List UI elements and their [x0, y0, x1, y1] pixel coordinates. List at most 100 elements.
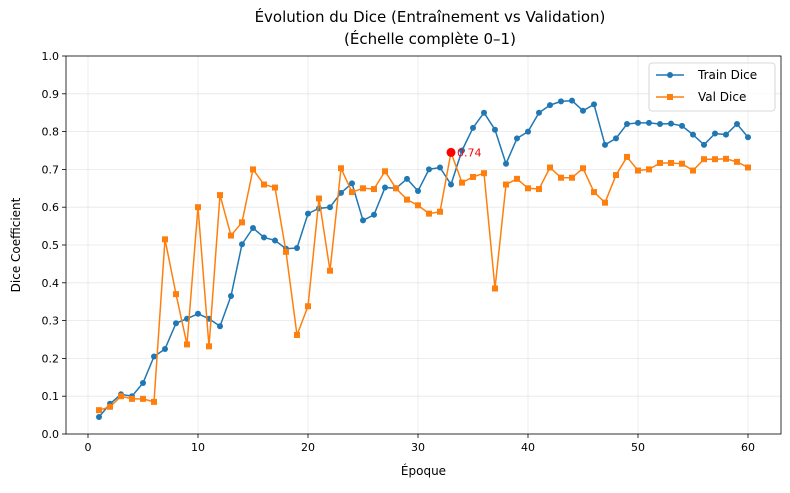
legend: Train Dice Val Dice	[648, 62, 776, 112]
data-point	[448, 181, 454, 188]
x-tick-label: 10	[191, 441, 205, 454]
y-tick-label: 0.0	[42, 428, 60, 441]
data-point	[558, 98, 564, 105]
data-point	[437, 164, 443, 171]
data-point	[536, 186, 542, 193]
legend-marker-val	[667, 94, 673, 100]
data-point	[173, 291, 179, 298]
data-point	[228, 293, 234, 300]
data-point	[525, 128, 531, 135]
data-point	[602, 141, 608, 148]
data-point	[734, 158, 740, 165]
y-tick-label: 0.1	[42, 390, 60, 403]
data-point	[690, 131, 696, 138]
data-point	[745, 164, 751, 171]
data-point	[404, 175, 410, 182]
x-axis-label: Époque	[401, 463, 446, 478]
data-point	[459, 179, 465, 186]
data-point	[151, 398, 157, 405]
data-point	[690, 167, 696, 174]
y-tick-label: 0.9	[42, 88, 60, 101]
data-point	[140, 395, 146, 402]
x-tick-label: 0	[85, 441, 92, 454]
data-point	[338, 165, 344, 172]
data-point	[437, 208, 443, 215]
data-point	[514, 135, 520, 142]
data-point	[723, 131, 729, 138]
y-tick-label: 0.3	[42, 315, 60, 328]
plot-area: 0.74	[96, 97, 751, 420]
data-point	[569, 97, 575, 104]
data-point	[96, 413, 102, 420]
data-point	[646, 166, 652, 173]
data-point	[96, 407, 102, 414]
data-point	[107, 403, 113, 410]
data-point	[294, 245, 300, 252]
data-point	[492, 126, 498, 133]
data-point	[360, 217, 366, 224]
data-point	[371, 211, 377, 218]
legend-marker-train	[667, 72, 673, 78]
data-point	[470, 124, 476, 131]
x-tick-label: 30	[411, 441, 425, 454]
data-point	[217, 323, 223, 330]
data-point	[283, 248, 289, 255]
data-point	[701, 141, 707, 148]
data-point	[426, 166, 432, 173]
series-val-dice	[96, 149, 751, 414]
data-point	[294, 331, 300, 338]
y-axis-label: Dice Coefficient	[9, 197, 23, 292]
data-point	[536, 109, 542, 116]
data-point	[195, 310, 201, 317]
data-point	[547, 164, 553, 171]
data-point	[272, 184, 278, 191]
best-val-annotation: 0.74	[457, 146, 482, 159]
data-point	[514, 175, 520, 182]
y-tick-label: 0.5	[42, 239, 60, 252]
axis-ticks: 0 10 20 30 40 50 60 0.0 0.1 0.2 0.3 0.4 0.5 0.6 0.7 0.8…	[42, 50, 756, 454]
y-tick-label: 0.7	[42, 163, 60, 176]
data-point	[657, 159, 663, 166]
data-point	[591, 189, 597, 196]
x-tick-label: 20	[301, 441, 315, 454]
legend-label-train: Train Dice	[697, 68, 757, 82]
data-point	[239, 241, 245, 248]
data-point	[646, 119, 652, 126]
axes-frame	[65, 55, 782, 435]
data-point	[734, 121, 740, 128]
data-point	[162, 345, 168, 352]
data-point	[162, 236, 168, 243]
data-point	[470, 173, 476, 180]
data-point	[404, 196, 410, 203]
y-tick-label: 0.8	[42, 126, 60, 139]
data-point	[459, 147, 465, 154]
data-point	[492, 285, 498, 292]
y-tick-label: 1.0	[42, 50, 60, 63]
x-tick-label: 50	[631, 441, 645, 454]
data-point	[316, 195, 322, 202]
data-point	[382, 184, 388, 191]
data-point	[261, 181, 267, 188]
y-tick-label: 0.6	[42, 201, 60, 214]
data-point	[239, 219, 245, 226]
data-point	[250, 224, 256, 231]
data-point	[635, 119, 641, 126]
data-point	[503, 181, 509, 188]
data-point	[327, 267, 333, 274]
data-point	[580, 107, 586, 114]
data-point	[305, 303, 311, 310]
data-point	[580, 165, 586, 172]
data-point	[415, 187, 421, 194]
data-point	[217, 192, 223, 199]
data-point	[668, 120, 674, 127]
x-tick-label: 60	[741, 441, 755, 454]
data-point	[118, 393, 124, 400]
data-point	[635, 167, 641, 174]
y-tick-label: 0.2	[42, 352, 60, 365]
data-point	[668, 159, 674, 166]
data-point	[349, 180, 355, 187]
data-point	[613, 172, 619, 179]
data-point	[701, 156, 707, 163]
data-point	[206, 343, 212, 350]
